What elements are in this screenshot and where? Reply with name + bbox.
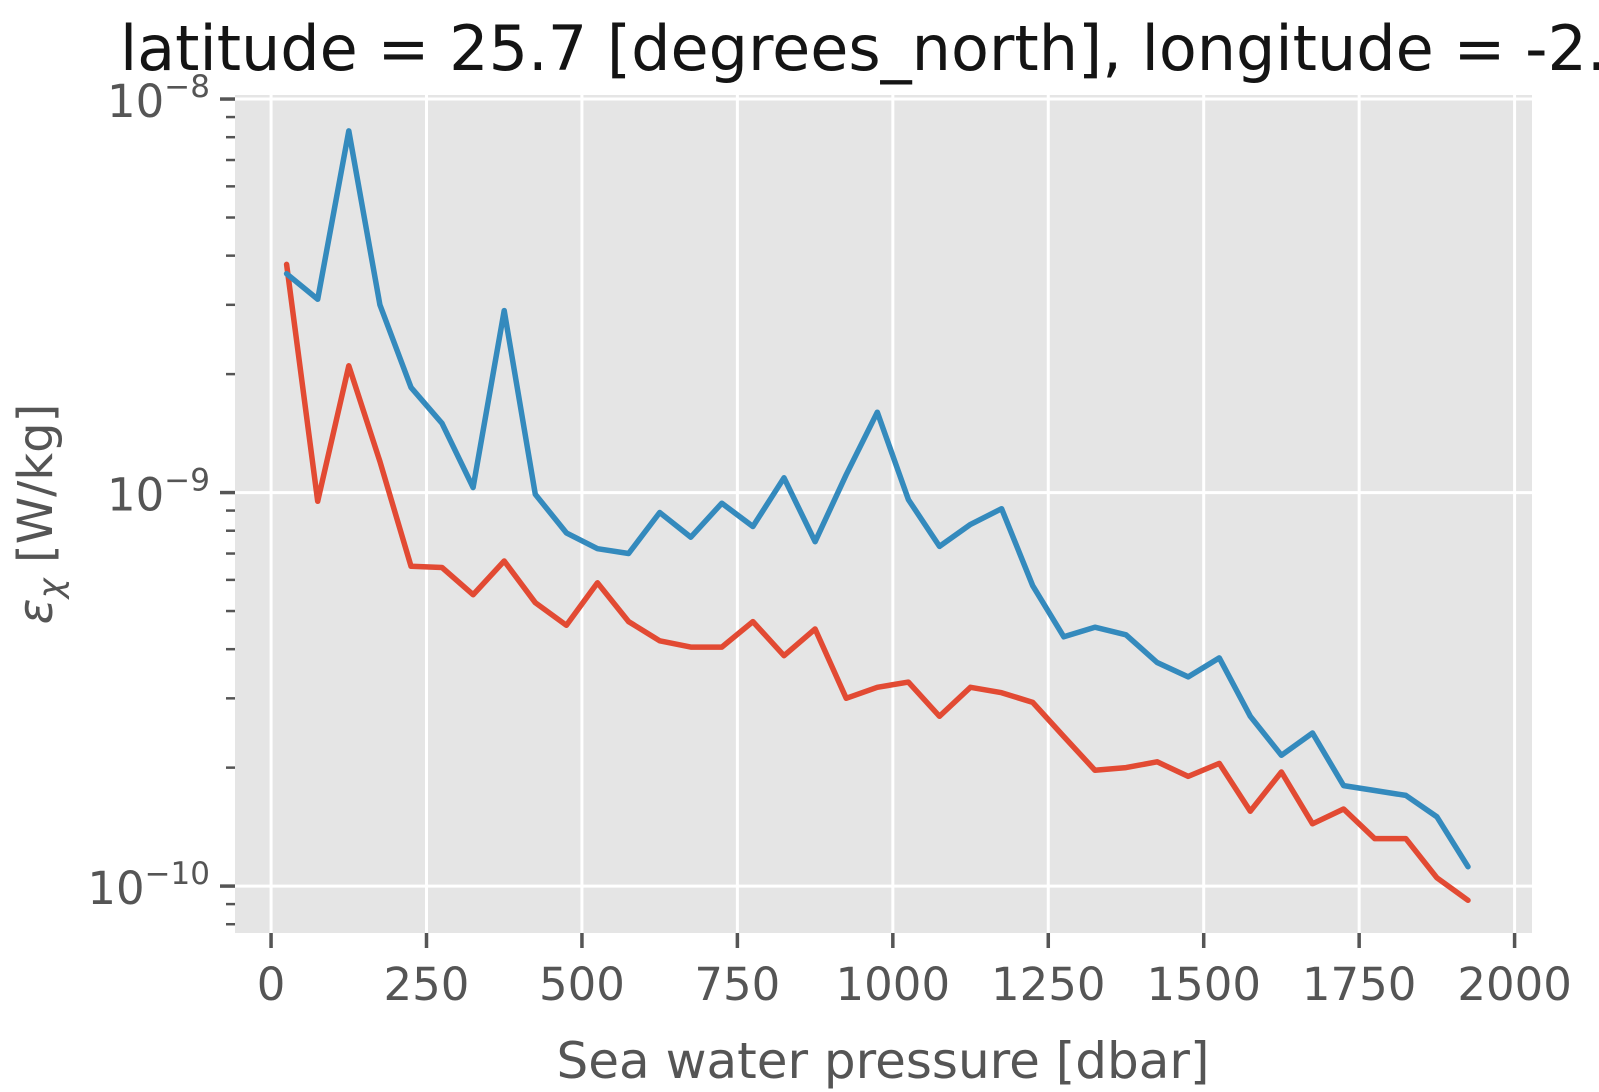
x-tick-label: 250 xyxy=(384,958,470,1011)
y-axis-label: εχ [W/kg] xyxy=(8,404,71,625)
y-tick-label: 10−9 xyxy=(107,463,210,522)
x-tick-label: 1000 xyxy=(836,958,951,1011)
x-axis-label: Sea water pressure [dbar] xyxy=(557,1032,1210,1090)
red-line xyxy=(283,261,1471,904)
x-tick-label: 1250 xyxy=(991,958,1106,1011)
plot-title: latitude = 25.7 [degrees_north], longitu… xyxy=(120,12,1599,85)
axis-tick-labels: 0 250 500 750 1000 1250 1500 1750 2000 10−8 10−9 10… xyxy=(87,69,1572,1011)
x-tick-label: 1500 xyxy=(1146,958,1261,1011)
x-tick-label: 2000 xyxy=(1457,958,1572,1011)
blue-line xyxy=(283,128,1471,870)
plot-area xyxy=(235,95,1532,933)
x-tick-label: 500 xyxy=(539,958,625,1011)
x-tick-label: 1750 xyxy=(1302,958,1417,1011)
y-tick-label: 10−10 xyxy=(87,856,210,915)
series-group xyxy=(283,128,1471,904)
x-tick-label: 750 xyxy=(694,958,780,1011)
y-tick-label: 10−8 xyxy=(107,69,210,128)
x-tick-label: 0 xyxy=(257,958,286,1011)
gridlines xyxy=(235,95,1532,933)
axis-ticks xyxy=(220,97,1517,948)
